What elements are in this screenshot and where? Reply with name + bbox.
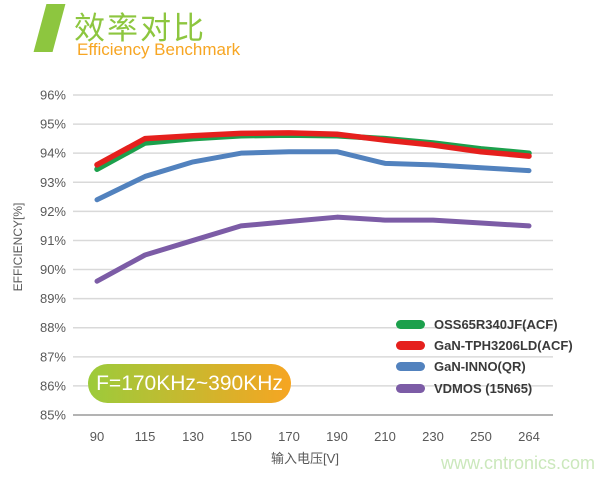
legend-swatch-green-icon xyxy=(396,320,425,330)
page-title: 效率对比 xyxy=(74,11,206,46)
legend-swatch-purple-icon xyxy=(396,383,425,393)
x-tick-label: 230 xyxy=(422,429,444,444)
page-subtitle: Efficiency Benchmark xyxy=(77,40,241,59)
legend-swatch-red-icon xyxy=(396,341,425,351)
x-axis-title: 输入电压[V] xyxy=(271,451,339,466)
y-tick-label: 87% xyxy=(40,349,66,364)
y-tick-label: 93% xyxy=(40,175,66,190)
y-tick-label: 89% xyxy=(40,291,66,306)
legend-item: OSS65R340JF(ACF) xyxy=(396,314,573,335)
chart-legend: OSS65R340JF(ACF) GaN-TPH3206LD(ACF) GaN-… xyxy=(396,314,573,399)
series-line-GaN-INNO(QR) xyxy=(94,149,532,203)
legend-label: OSS65R340JF(ACF) xyxy=(434,317,558,333)
x-tick-label: 190 xyxy=(326,429,348,444)
legend-label: GaN-INNO(QR) xyxy=(434,359,526,375)
x-tick-label: 170 xyxy=(278,429,300,444)
legend-swatch-blue-icon xyxy=(396,362,425,372)
legend-item: GaN-TPH3206LD(ACF) xyxy=(396,335,573,356)
series-line-GaN-TPH3206LD(ACF) xyxy=(94,130,532,168)
y-tick-label: 88% xyxy=(40,320,66,335)
legend-label: GaN-TPH3206LD(ACF) xyxy=(434,338,573,354)
series-line-VDMOS (15N65) xyxy=(94,214,532,284)
x-tick-label: 90 xyxy=(90,429,104,444)
legend-item: VDMOS (15N65) xyxy=(396,378,573,399)
y-tick-label: 96% xyxy=(40,88,66,103)
frequency-badge: F=170KHz~390KHz xyxy=(88,364,291,403)
y-tick-label: 95% xyxy=(40,117,66,132)
legend-item: GaN-INNO(QR) xyxy=(396,356,573,377)
y-tick-label: 86% xyxy=(40,378,66,393)
y-tick-label: 85% xyxy=(40,408,66,423)
x-tick-label: 130 xyxy=(182,429,204,444)
x-tick-label: 210 xyxy=(374,429,396,444)
x-tick-label: 115 xyxy=(135,429,156,444)
y-axis-title: EFFICIENCY[%] xyxy=(11,203,25,292)
y-tick-label: 94% xyxy=(40,146,66,161)
x-tick-label: 150 xyxy=(230,429,252,444)
y-tick-label: 92% xyxy=(40,204,66,219)
y-tick-label: 90% xyxy=(40,262,66,277)
y-tick-label: 91% xyxy=(40,233,66,248)
legend-label: VDMOS (15N65) xyxy=(434,380,533,396)
watermark: www.cntronics.com xyxy=(440,453,595,473)
x-tick-label: 264 xyxy=(518,429,540,444)
x-tick-label: 250 xyxy=(470,429,492,444)
